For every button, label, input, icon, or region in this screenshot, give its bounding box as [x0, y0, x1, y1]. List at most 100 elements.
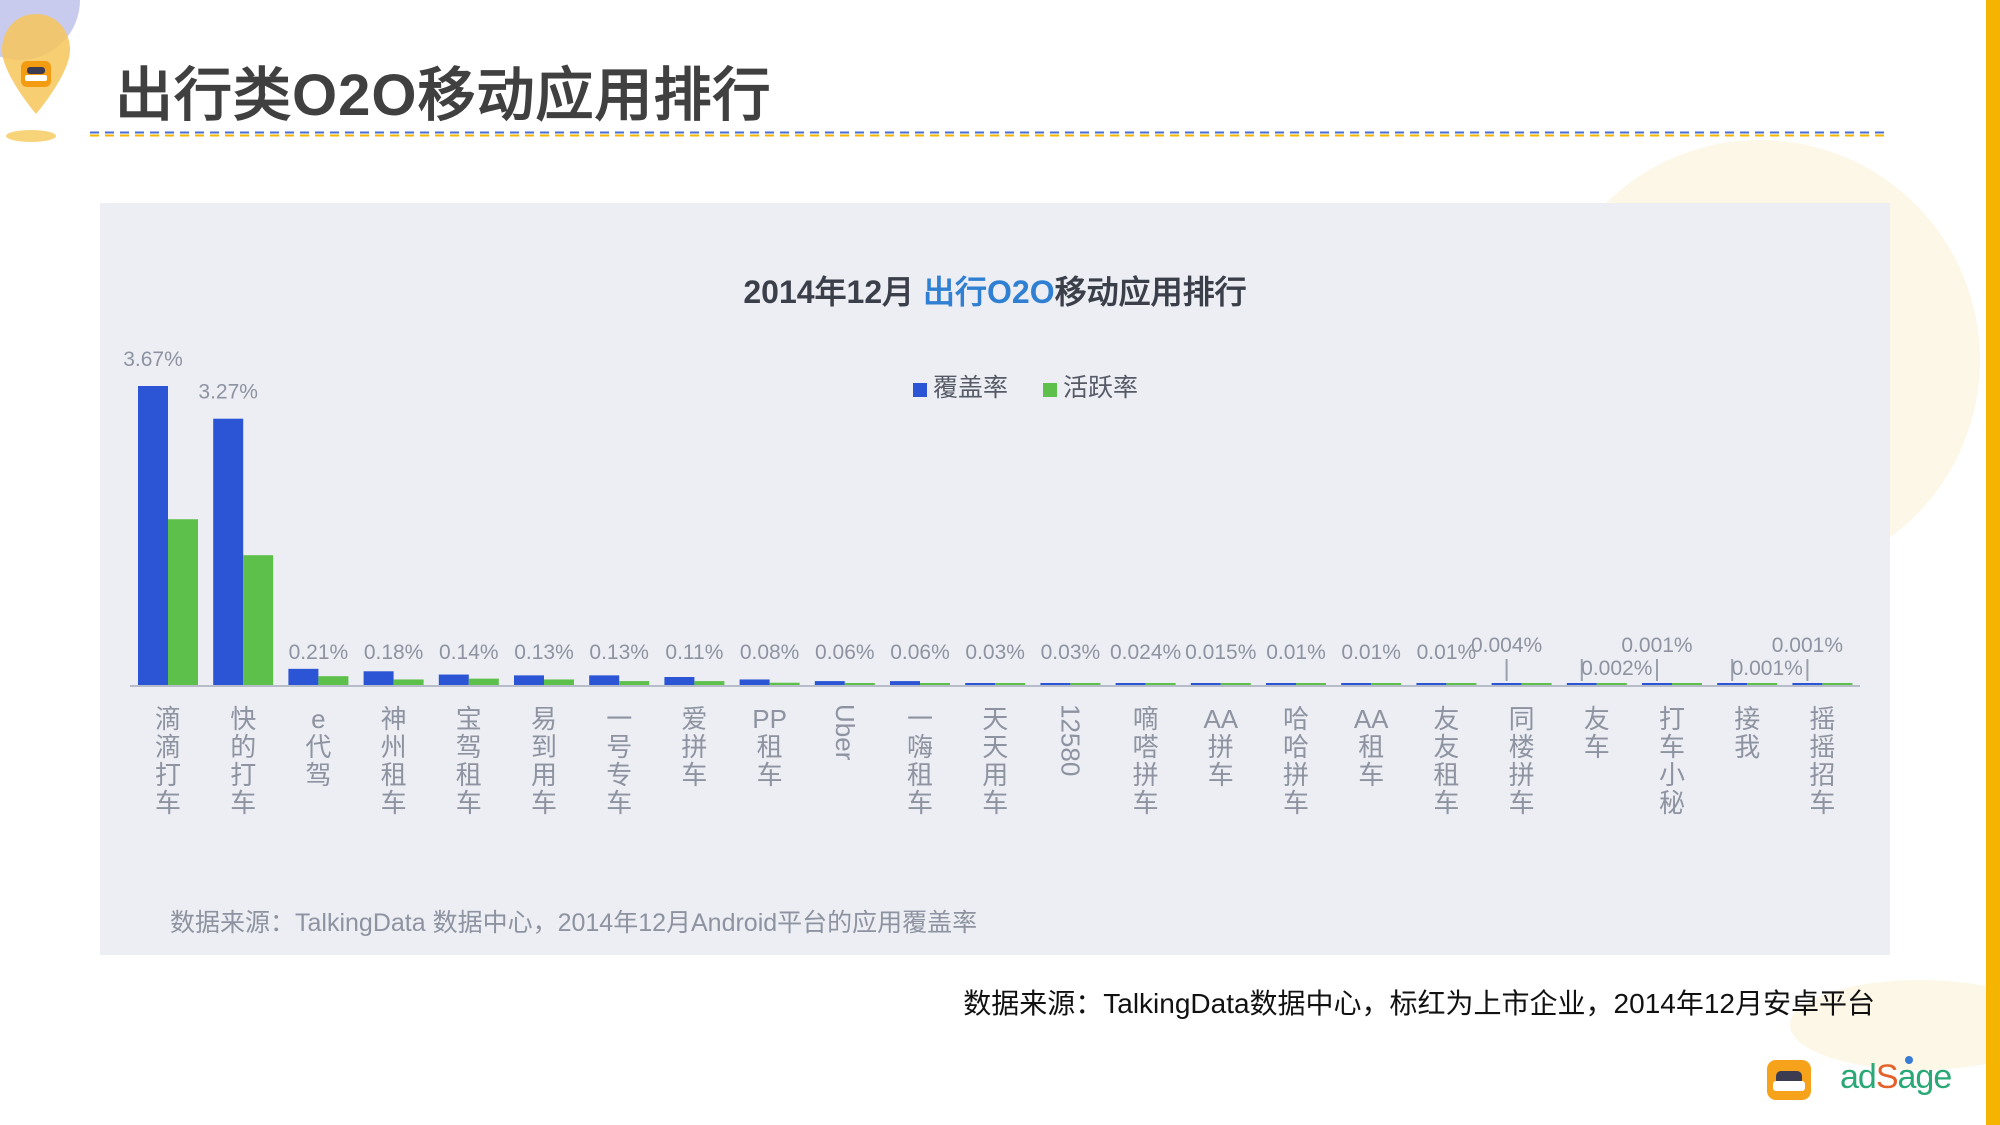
legend-swatch-active	[1043, 383, 1057, 397]
accent-bar	[1986, 0, 2000, 1125]
chart-category-labels: 滴滴打车 快的打车 e 代驾 神州租车 宝驾租车 易到用车 一号专车 爱拼车 PP 租车 Uber 一嗨…	[155, 704, 1835, 818]
chart-panel: 2014年12月 出行O2O移动应用排行 覆盖率 活跃率 3.67% 3.27% 0…	[100, 203, 1890, 955]
bar-coverage	[363, 671, 394, 686]
value-label: 0.08%	[740, 641, 800, 664]
value-label: 0.001%	[1621, 634, 1692, 657]
chart-title: 2014年12月 出行O2O移动应用排行	[743, 274, 1246, 310]
brand-accent: S	[1875, 1058, 1899, 1096]
category-label: 一号专车	[606, 704, 632, 818]
category-label: 一嗨租车	[907, 704, 933, 818]
chart-legend: 覆盖率 活跃率	[913, 374, 1138, 402]
value-label: 0.002%	[1581, 657, 1652, 680]
bar-active	[995, 683, 1026, 686]
category-label: 神州租车	[381, 704, 407, 818]
value-label: 0.001%	[1732, 657, 1803, 680]
category-label: AA 租车	[1354, 704, 1389, 790]
bar-active	[468, 678, 499, 686]
bar-coverage	[814, 681, 845, 686]
bar-active	[243, 555, 274, 686]
bar-coverage	[1040, 683, 1071, 686]
data-source-caption: 数据来源：TalkingData数据中心，标红为上市企业，2014年12月安卓平…	[963, 988, 1875, 1019]
category-label: 快的打车	[230, 704, 256, 818]
value-label: 0.13%	[589, 641, 649, 664]
category-label: PP 租车	[752, 704, 787, 790]
brand-suffix: age	[1897, 1058, 1953, 1096]
category-label: 接我	[1734, 704, 1760, 762]
category-label: 爱拼车	[681, 704, 707, 790]
page-title: 出行类O2O移动应用排行	[115, 63, 772, 128]
bar-active	[168, 519, 198, 686]
category-label: 友车	[1584, 704, 1610, 762]
bar-active	[1446, 683, 1477, 686]
category-label: 嘀嗒拼车	[1133, 704, 1159, 818]
bar-active	[1371, 683, 1402, 686]
chart-title-suffix: 移动应用排行	[1055, 274, 1247, 310]
category-label: 天天用车	[982, 704, 1008, 818]
bar-active	[1596, 683, 1627, 686]
background-circle	[1790, 980, 2000, 1070]
car-logo-icon	[1767, 1060, 1811, 1100]
value-label: 0.11%	[665, 641, 723, 664]
bar-active	[1822, 683, 1853, 686]
value-label: 0.03%	[965, 641, 1025, 664]
value-label: 3.27%	[198, 381, 258, 404]
bar-active	[920, 683, 950, 686]
bar-active	[1747, 683, 1778, 686]
value-label: 0.06%	[815, 641, 875, 664]
bar-active	[1521, 683, 1552, 686]
category-label: AA 拼车	[1203, 704, 1238, 790]
category-label: e 代驾	[305, 704, 331, 790]
value-label: 0.01%	[1266, 641, 1326, 664]
value-label: 0.015%	[1185, 641, 1256, 664]
category-label: 12580	[1055, 704, 1085, 776]
legend-label-coverage: 覆盖率	[933, 374, 1008, 402]
value-label: 0.024%	[1110, 641, 1181, 664]
category-label: 滴滴打车	[155, 704, 181, 818]
value-label: 0.18%	[364, 641, 424, 664]
category-label: Uber	[830, 704, 860, 761]
bar-active	[1672, 683, 1702, 686]
value-label: 0.03%	[1041, 641, 1101, 664]
value-label: 0.004%	[1471, 634, 1542, 657]
title-divider	[90, 131, 1890, 137]
map-pin-icon	[2, 14, 70, 114]
category-label: 哈哈拼车	[1283, 704, 1309, 818]
bar-coverage	[739, 679, 770, 686]
bar-coverage	[1416, 683, 1447, 686]
bar-active	[1220, 683, 1251, 686]
bar-active	[1296, 683, 1326, 686]
value-label: 0.001%	[1772, 634, 1843, 657]
legend-swatch-coverage	[913, 383, 927, 397]
bar-active	[318, 676, 349, 686]
bar-chart: 2014年12月 出行O2O移动应用排行 覆盖率 活跃率 3.67% 3.27% 0…	[123, 274, 1860, 937]
category-label: 易到用车	[531, 704, 557, 818]
bar-coverage	[1115, 683, 1146, 686]
bar-coverage	[1341, 683, 1372, 686]
bar-coverage	[1266, 683, 1296, 686]
bar-active	[694, 681, 725, 686]
bar-active	[619, 681, 650, 686]
bar-coverage	[965, 683, 996, 686]
value-label: 3.67%	[123, 348, 183, 371]
bar-coverage	[288, 668, 319, 686]
value-label: 0.21%	[289, 641, 349, 664]
bar-coverage	[589, 675, 620, 686]
category-label: 摇摇招车	[1809, 704, 1835, 818]
value-label: 0.01%	[1341, 641, 1401, 664]
bar-active	[544, 679, 574, 686]
value-label: 0.06%	[890, 641, 950, 664]
bar-coverage	[1642, 683, 1672, 686]
chart-title-highlight: 出行O2O	[923, 274, 1055, 310]
bar-coverage	[1190, 683, 1221, 686]
bar-coverage	[664, 677, 695, 686]
bar-coverage	[138, 386, 168, 686]
pin-shadow	[6, 130, 56, 142]
category-label: 宝驾租车	[456, 704, 482, 818]
value-label: 0.14%	[439, 641, 499, 664]
bar-active	[1070, 683, 1101, 686]
category-label: 友友租车	[1433, 704, 1459, 818]
bar-coverage	[213, 418, 244, 686]
chart-bars	[138, 386, 1853, 686]
value-label: 0.01%	[1417, 641, 1477, 664]
legend-label-active: 活跃率	[1063, 374, 1138, 402]
